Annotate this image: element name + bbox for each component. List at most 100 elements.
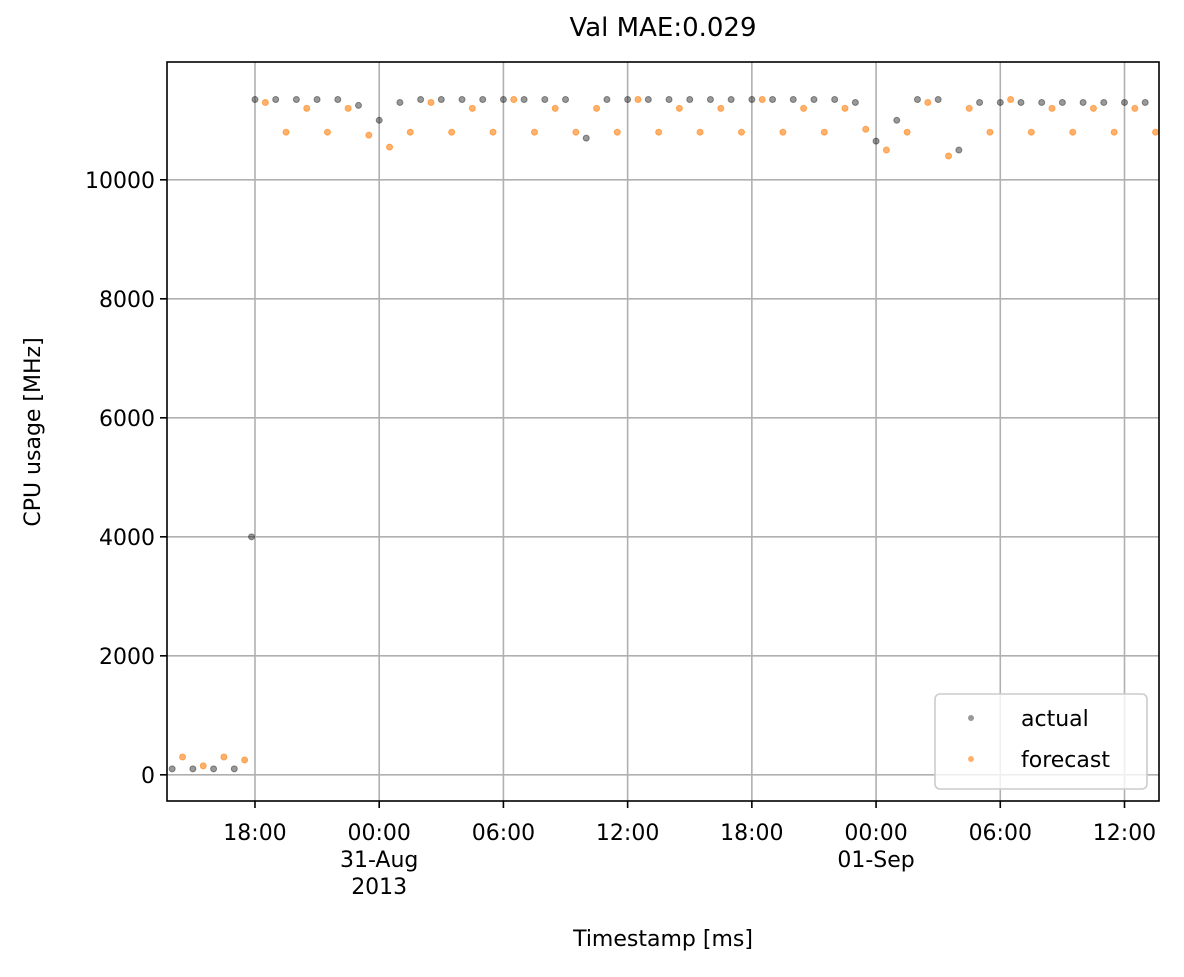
point [965,104,973,112]
point [986,128,994,136]
point [168,765,176,773]
point [510,95,518,103]
point [417,95,425,103]
point [551,104,559,112]
point [913,95,921,103]
point [572,128,580,136]
x-tick-label: 06:00 [969,821,1032,846]
point [665,95,673,103]
x-tick-label: 01-Sep [837,848,914,873]
y-tick-label: 10000 [85,169,155,194]
chart-title: Val MAE:0.029 [569,13,756,43]
y-tick-label: 6000 [99,407,155,432]
x-tick-label: 31-Aug [340,848,418,873]
point [996,98,1004,106]
point [748,95,756,103]
point [230,765,238,773]
point [934,95,942,103]
x-tick-label: 06:00 [472,821,535,846]
point [448,128,456,136]
point [1069,128,1077,136]
legend-label: forecast [1021,748,1110,773]
legend-marker [968,715,974,721]
point [769,95,777,103]
point [882,146,890,154]
point [489,128,497,136]
point [210,765,218,773]
point [603,95,611,103]
point [1110,128,1118,136]
point [241,756,249,764]
point [344,104,352,112]
point [1131,104,1139,112]
x-tick-label: 2013 [351,875,407,900]
point [893,116,901,124]
y-tick-label: 2000 [99,645,155,670]
x-tick-label: 18:00 [720,821,783,846]
point [1141,98,1149,106]
point [582,134,590,142]
point [1007,95,1015,103]
point [1017,98,1025,106]
point [841,104,849,112]
x-tick-label: 00:00 [347,821,410,846]
point [220,753,228,761]
legend-label: actual [1021,707,1089,732]
point [717,104,725,112]
point [251,95,259,103]
point [292,95,300,103]
y-tick-label: 8000 [99,288,155,313]
point [520,95,528,103]
point [800,104,808,112]
point [624,95,632,103]
point [303,104,311,112]
point [499,95,507,103]
point [820,128,828,136]
x-tick-label: 18:00 [223,821,286,846]
point [386,143,394,151]
point [1079,98,1087,106]
point [1027,128,1035,136]
point [634,95,642,103]
plot-frame [166,61,1160,802]
point [199,762,207,770]
legend-box [934,693,1148,790]
point [406,128,414,136]
point [272,95,280,103]
point [976,98,984,106]
point [334,95,342,103]
y-tick-label: 0 [141,764,155,789]
point [189,765,197,773]
point [530,128,538,136]
point [479,95,487,103]
point [437,95,445,103]
point [696,128,704,136]
point [737,128,745,136]
point [1038,98,1046,106]
point [313,95,321,103]
point [924,98,932,106]
legend-marker [968,756,974,762]
x-tick-label: 12:00 [1093,821,1156,846]
point [1120,98,1128,106]
point [1100,98,1108,106]
x-tick-label: 00:00 [844,821,907,846]
point [758,95,766,103]
point [179,753,187,761]
point [613,128,621,136]
point [655,128,663,136]
point [789,95,797,103]
point [427,98,435,106]
point [458,95,466,103]
point [1152,128,1160,136]
point [562,95,570,103]
point [872,137,880,145]
point [903,128,911,136]
point [282,128,290,136]
point [396,98,404,106]
point [323,128,331,136]
x-tick-label: 12:00 [596,821,659,846]
point [955,146,963,154]
point [810,95,818,103]
